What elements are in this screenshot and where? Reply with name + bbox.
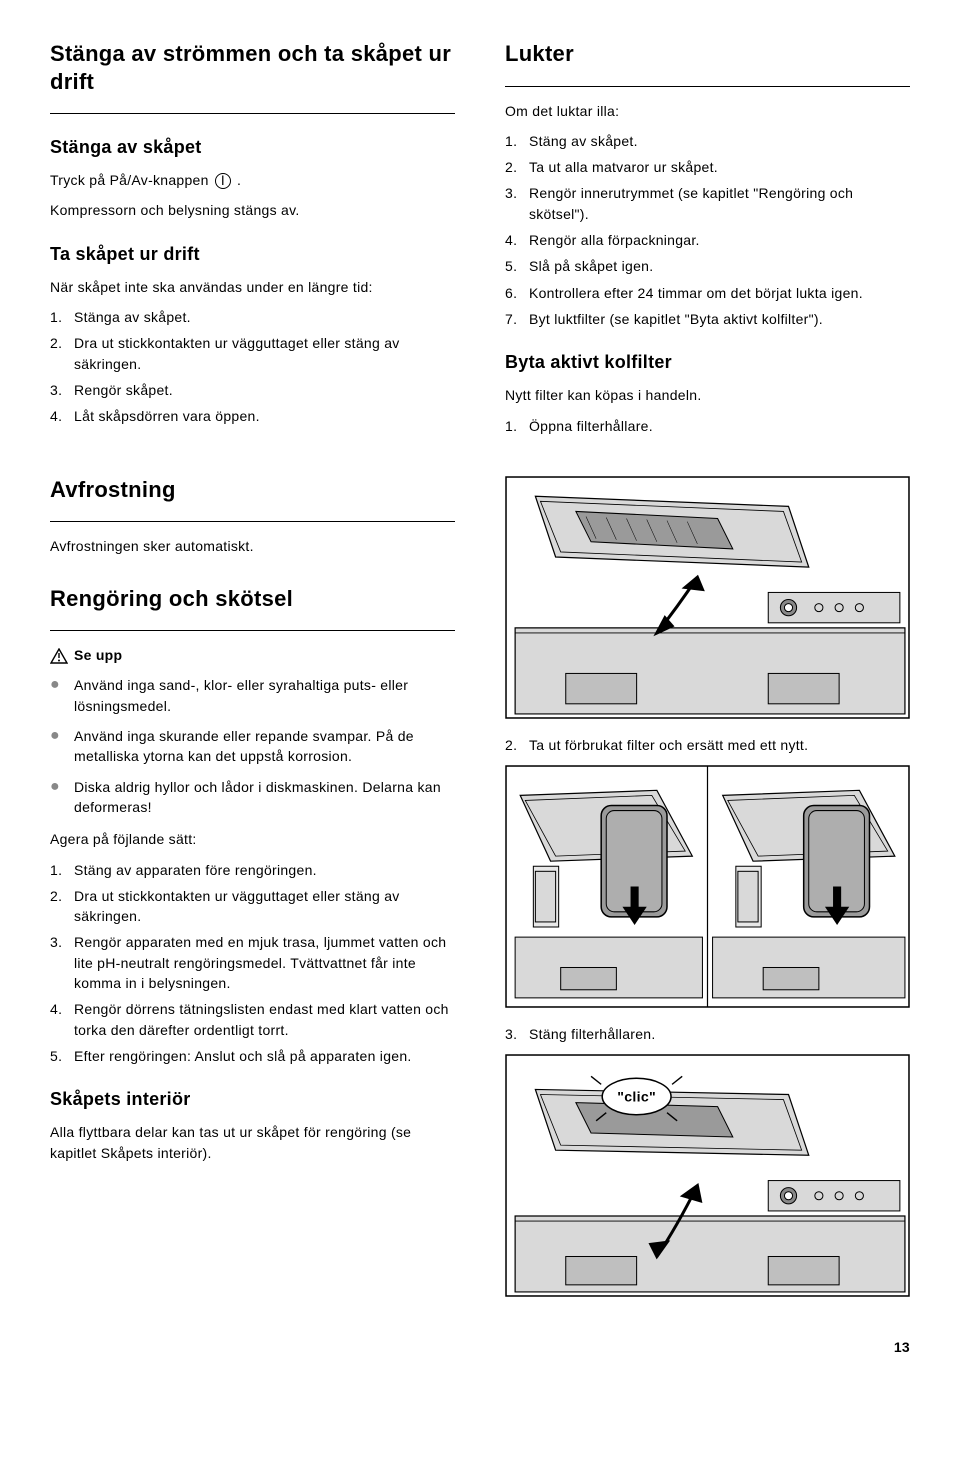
heading-rengoring: Rengöring och skötsel bbox=[50, 585, 455, 613]
warn-heading: Se upp bbox=[50, 645, 455, 665]
list-agera: 1.Stäng av apparaten före rengöringen. 2… bbox=[50, 860, 455, 1067]
warning-icon bbox=[50, 648, 68, 664]
illustration-open-filter bbox=[505, 476, 910, 719]
illustration-close-filter: "clic" bbox=[505, 1054, 910, 1297]
text-nar-skapet: När skåpet inte ska användas under en lä… bbox=[50, 277, 455, 297]
illustration-replace-filter bbox=[505, 765, 910, 1008]
subheading-byta: Byta aktivt kolfilter bbox=[505, 349, 910, 375]
right-column-bottom: 2.Ta ut förbrukat filter och ersätt med … bbox=[505, 476, 910, 1314]
rule bbox=[50, 521, 455, 522]
heading-avfrostning: Avfrostning bbox=[50, 476, 455, 504]
list-step2: 2.Ta ut förbrukat filter och ersätt med … bbox=[505, 735, 910, 755]
list-byta: 1.Öppna filterhållare. bbox=[505, 416, 910, 436]
heading-lukter: Lukter bbox=[505, 40, 910, 68]
text-om-det-luktar: Om det luktar illa: bbox=[505, 101, 910, 121]
power-button-icon: | bbox=[215, 173, 231, 189]
bullet-list-seupp: ●Använd inga sand-, klor- eller syrahalt… bbox=[50, 675, 455, 817]
text-nytt-filter: Nytt filter kan köpas i handeln. bbox=[505, 385, 910, 405]
text-agera: Agera på föjlande sätt: bbox=[50, 829, 455, 849]
rule bbox=[50, 113, 455, 114]
clic-label: "clic" bbox=[617, 1090, 656, 1106]
left-column-top: Stänga av strömmen och ta skåpet ur drif… bbox=[50, 40, 455, 446]
text-kompressorn: Kompressorn och belysning stängs av. bbox=[50, 200, 455, 220]
list-step3: 3.Stäng filterhållaren. bbox=[505, 1024, 910, 1044]
text-avfrost: Avfrostningen sker automatiskt. bbox=[50, 536, 455, 556]
left-column-mid: Avfrostning Avfrostningen sker automatis… bbox=[50, 476, 455, 1314]
page-number: 13 bbox=[50, 1337, 910, 1357]
list-ta-skapet: 1.Stänga av skåpet. 2.Dra ut stickkontak… bbox=[50, 307, 455, 426]
right-column-top: Lukter Om det luktar illa: 1.Stäng av sk… bbox=[505, 40, 910, 446]
subheading-stanga: Stänga av skåpet bbox=[50, 134, 455, 160]
rule bbox=[505, 86, 910, 87]
text-interior: Alla flyttbara delar kan tas ut ur skåpe… bbox=[50, 1122, 455, 1163]
heading-shutoff: Stänga av strömmen och ta skåpet ur drif… bbox=[50, 40, 455, 95]
rule bbox=[50, 630, 455, 631]
list-lukter: 1.Stäng av skåpet. 2.Ta ut alla matvaror… bbox=[505, 131, 910, 329]
text-tryck: Tryck på På/Av-knappen | . bbox=[50, 170, 455, 190]
subheading-ta-skapet: Ta skåpet ur drift bbox=[50, 241, 455, 267]
subheading-interior: Skåpets interiör bbox=[50, 1086, 455, 1112]
